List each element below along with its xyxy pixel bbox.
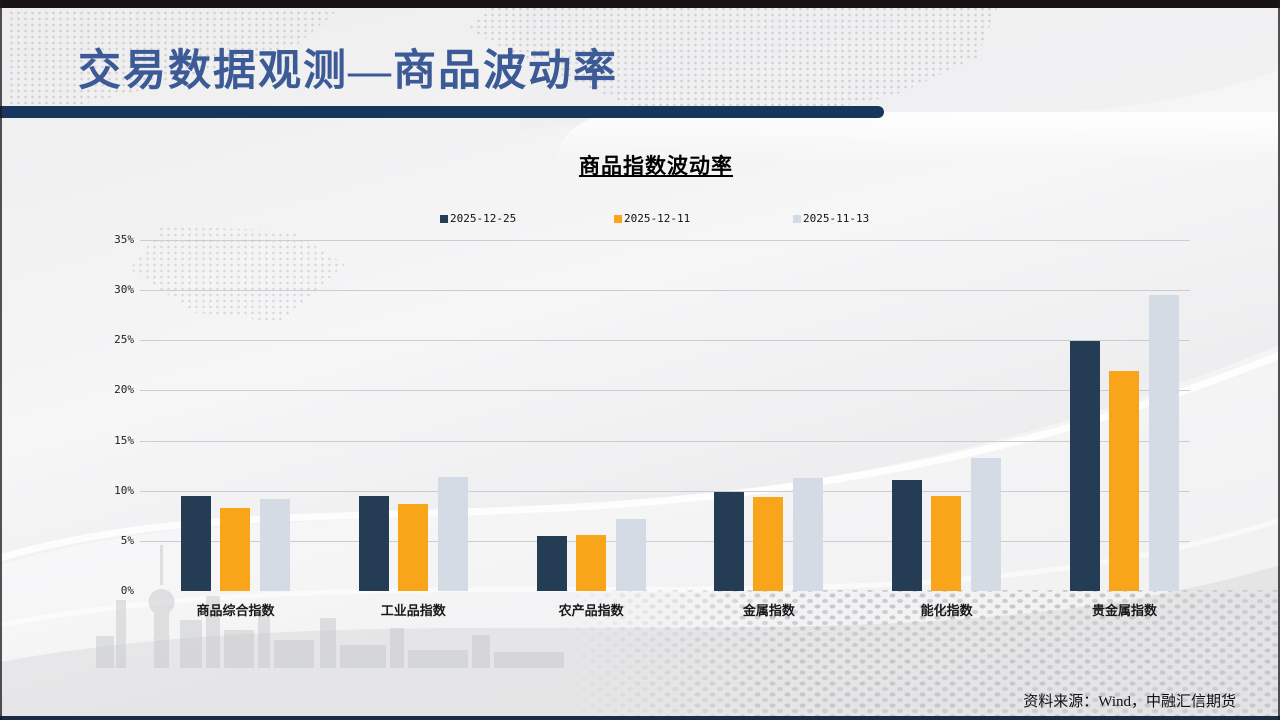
- bar-2025-12-11: [397, 503, 428, 591]
- gridline: [140, 440, 1190, 442]
- y-axis-label: 0%: [120, 584, 134, 597]
- bar-2025-12-25: [1070, 341, 1100, 591]
- bar-2025-11-13: [1149, 295, 1179, 591]
- bar-2025-11-13: [437, 476, 468, 591]
- legend-label: 2025-12-11: [624, 212, 691, 225]
- category-label: 工业品指数: [380, 603, 446, 618]
- gridline: [140, 240, 1190, 241]
- gridline: [140, 390, 1190, 392]
- legend-swatch: [440, 214, 448, 223]
- right-frame-edge: [1278, 0, 1280, 720]
- bar-2025-12-11: [753, 496, 784, 591]
- legend-item: 2025-11-13: [793, 212, 869, 225]
- category-label: 能化指数: [920, 603, 973, 618]
- plot-area: 商品综合指数 工业品指数 农产品指数 金属指数 能化指数 贵金属指数: [140, 240, 1190, 618]
- title-underline-bar: [0, 106, 884, 118]
- bar-2025-11-13: [971, 457, 1002, 591]
- y-axis-label: 20%: [114, 383, 134, 397]
- source-note: 资料来源：Wind，中融汇信期货: [1023, 694, 1236, 710]
- bar-2025-12-11: [1109, 371, 1139, 591]
- y-axis-label: 30%: [114, 283, 134, 297]
- bar-2025-12-11: [931, 495, 962, 591]
- slide-title: 交易数据观测—商品波动率: [78, 48, 618, 95]
- bar-2025-12-25: [536, 535, 567, 591]
- bar-2025-12-11: [575, 534, 606, 591]
- bar-2025-11-13: [793, 477, 824, 591]
- header-swoosh: [558, 112, 1280, 164]
- legend-item: 2025-12-25: [440, 212, 516, 225]
- legend-swatch: [793, 214, 801, 223]
- legend-label: 2025-11-13: [803, 212, 870, 225]
- y-axis-label: 5%: [120, 533, 134, 547]
- bottom-frame-bar: [0, 716, 1280, 720]
- gridline: [140, 490, 1190, 492]
- legend-swatch: [614, 214, 622, 223]
- bar-2025-12-11: [220, 507, 250, 591]
- y-axis: 35% 30% 25% 20% 15% 10% 5% 0%: [84, 0, 134, 720]
- bar-2025-12-25: [181, 495, 211, 591]
- y-axis-label: 15%: [114, 433, 134, 447]
- legend-label: 2025-12-25: [450, 212, 517, 225]
- category-label: 贵金属指数: [1091, 603, 1158, 618]
- hexagon-pattern: [555, 590, 1280, 716]
- gridline: [140, 290, 1190, 292]
- bar-2025-12-25: [892, 479, 923, 591]
- gridline: [140, 340, 1190, 342]
- bar-2025-12-25: [358, 495, 389, 591]
- legend: 2025-12-25 2025-12-11 2025-11-13: [0, 212, 1280, 226]
- left-frame-edge: [0, 0, 2, 720]
- top-frame-bar: [0, 0, 1280, 8]
- bar-2025-11-13: [615, 518, 646, 591]
- category-label: 金属指数: [742, 603, 795, 618]
- bar-2025-12-25: [714, 491, 745, 591]
- legend-item: 2025-12-11: [614, 212, 690, 225]
- chart-title: 商品指数波动率: [579, 154, 733, 178]
- y-axis-label: 35%: [114, 233, 134, 246]
- category-label: 商品综合指数: [196, 603, 275, 618]
- y-axis-label: 10%: [114, 483, 134, 497]
- gridline: [140, 540, 1190, 542]
- bar-2025-11-13: [260, 498, 290, 591]
- y-axis-label: 25%: [114, 333, 134, 347]
- category-label: 农产品指数: [558, 603, 624, 618]
